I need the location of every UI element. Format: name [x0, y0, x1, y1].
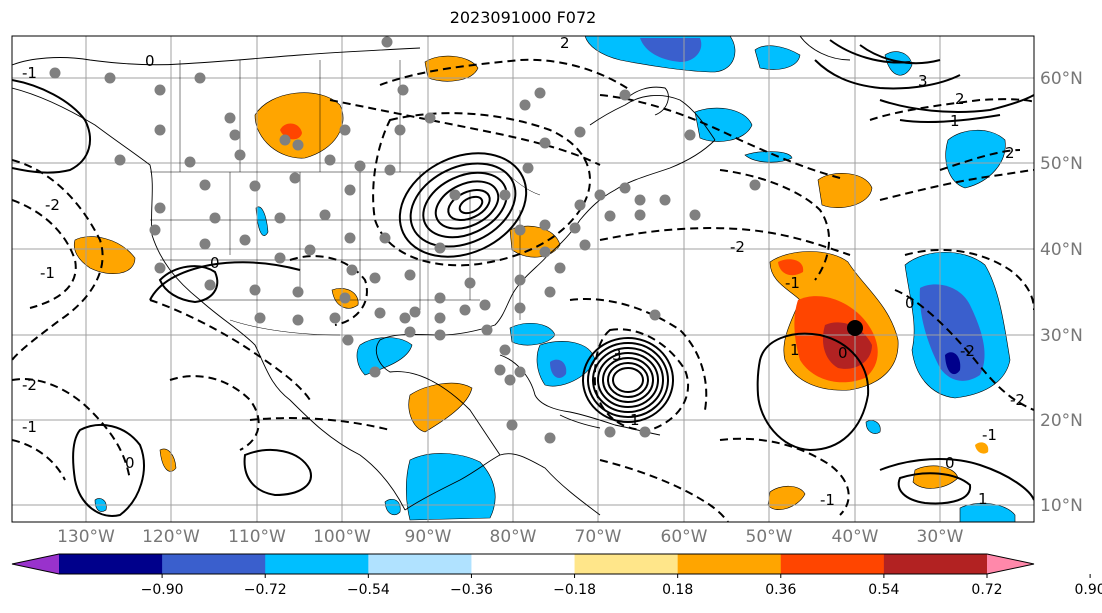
red-blob: [778, 259, 804, 276]
lon-label: 80°W: [490, 527, 537, 547]
svg-text:-2: -2: [45, 196, 60, 214]
lat-label: 50°N: [1040, 154, 1083, 174]
dark-blue-blob: [919, 284, 985, 381]
blue-blob: [945, 129, 1006, 189]
dark-blue-blob: [550, 359, 567, 378]
orange-blob: [424, 55, 479, 82]
svg-text:2: 2: [1005, 144, 1015, 162]
orange-blob: [767, 485, 806, 510]
svg-text:-2: -2: [730, 238, 745, 256]
lon-label: 70°W: [575, 527, 622, 547]
graticule: [12, 36, 1034, 522]
orange-blob: [817, 172, 873, 208]
svg-text:-1: -1: [22, 64, 37, 82]
colorbar-segment: [265, 554, 369, 574]
svg-text:1: 1: [790, 341, 800, 359]
colorbar-tick-label: 0.54: [868, 582, 899, 598]
colorbar-tick-label: −0.72: [244, 582, 287, 598]
lat-label: 60°N: [1040, 69, 1083, 89]
svg-text:-1: -1: [982, 426, 997, 444]
lon-label: 60°W: [661, 527, 708, 547]
orange-blob: [254, 92, 344, 159]
blue-blob: [694, 107, 753, 142]
colorbar-segment: [883, 554, 988, 574]
colorbar-tick-label: 0.72: [971, 582, 1002, 598]
colorbar-segment: [162, 554, 266, 574]
svg-text:-1: -1: [820, 491, 835, 509]
svg-text:0: 0: [838, 344, 848, 362]
longitude-labels: 130°W 120°W 110°W 100°W 90°W 80°W 70°W 6…: [57, 527, 964, 547]
svg-text:0: 0: [125, 454, 135, 472]
lon-label: 130°W: [57, 527, 115, 547]
lat-label: 30°N: [1040, 326, 1083, 346]
svg-text:-2: -2: [1010, 391, 1025, 409]
svg-text:2: 2: [955, 90, 965, 108]
colorbar-segment: [780, 554, 885, 574]
colorbar-tick-label: −0.90: [141, 582, 184, 598]
contours: [12, 39, 1034, 522]
svg-text:0: 0: [905, 294, 915, 312]
lon-label: 30°W: [917, 527, 964, 547]
colorbar-outline: [11, 553, 1035, 575]
lat-label: 10°N: [1040, 496, 1083, 516]
svg-text:0: 0: [145, 52, 155, 70]
lon-label: 100°W: [313, 527, 371, 547]
plot-title: 2023091000 F072: [449, 8, 597, 27]
latitude-labels: 60°N 50°N 40°N 30°N 20°N 10°N: [1040, 69, 1083, 516]
lon-label: 120°W: [142, 527, 200, 547]
coastlines: [12, 36, 851, 516]
svg-text:1: 1: [950, 112, 960, 130]
svg-text:0: 0: [945, 454, 955, 472]
colorbar-tick-label: −0.18: [553, 582, 596, 598]
blue-blob: [536, 341, 596, 387]
navy-blob: [945, 352, 961, 375]
svg-text:3: 3: [612, 346, 622, 364]
svg-text:0: 0: [210, 254, 220, 272]
colorbar-segment: [574, 554, 679, 574]
contour-labels: -1 0 -2 2 3 1 -1 0 -2 -1 -2 -1 0 -2 1 2 …: [22, 34, 1025, 509]
svg-text:1: 1: [978, 490, 988, 508]
svg-text:-2: -2: [960, 342, 975, 360]
svg-text:2: 2: [560, 34, 570, 52]
blue-blob: [754, 45, 801, 70]
blue-blob: [384, 499, 401, 515]
colorbar-tick-label: 0.90: [1075, 582, 1102, 598]
lon-label: 110°W: [228, 527, 286, 547]
blue-blob: [865, 420, 881, 434]
lon-label: 90°W: [405, 527, 452, 547]
colorbar-tick-label: −0.54: [347, 582, 390, 598]
colorbar-segment: [59, 554, 163, 574]
colorbar-extend-min: [12, 554, 59, 574]
colorbar-tick-label: −0.36: [450, 582, 493, 598]
orange-blob: [73, 236, 136, 274]
orange-blob: [159, 448, 177, 472]
colorbar-segment: [471, 554, 576, 574]
lat-label: 40°N: [1040, 240, 1083, 260]
colorbar-tick-label: 0.36: [765, 582, 796, 598]
lon-label: 40°W: [832, 527, 879, 547]
colorbar: [11, 553, 1091, 578]
map-frame: [11, 35, 1035, 523]
svg-text:-2: -2: [22, 376, 37, 394]
blue-blob: [255, 206, 269, 236]
colorbar-extend-max: [987, 554, 1034, 574]
svg-text:3: 3: [918, 72, 928, 90]
lon-label: 50°W: [746, 527, 793, 547]
svg-text:-1: -1: [40, 264, 55, 282]
storm-center-marker: [847, 320, 863, 336]
svg-text:1: 1: [630, 411, 640, 429]
colorbar-tick-label: 0.18: [662, 582, 693, 598]
colorbar-segment: [368, 554, 472, 574]
station-markers: [49, 36, 761, 444]
colorbar-segment: [677, 554, 782, 574]
orange-blob: [975, 442, 989, 454]
svg-text:-1: -1: [22, 418, 37, 436]
lat-label: 20°N: [1040, 411, 1083, 431]
colorbar-tick-labels: −0.90 −0.72 −0.54 −0.36 −0.18 0.18 0.36 0.54 0.7…: [141, 582, 1102, 598]
dark-blue-blob: [640, 38, 702, 62]
svg-text:-1: -1: [785, 274, 800, 292]
shaded-fields: [73, 36, 1016, 522]
